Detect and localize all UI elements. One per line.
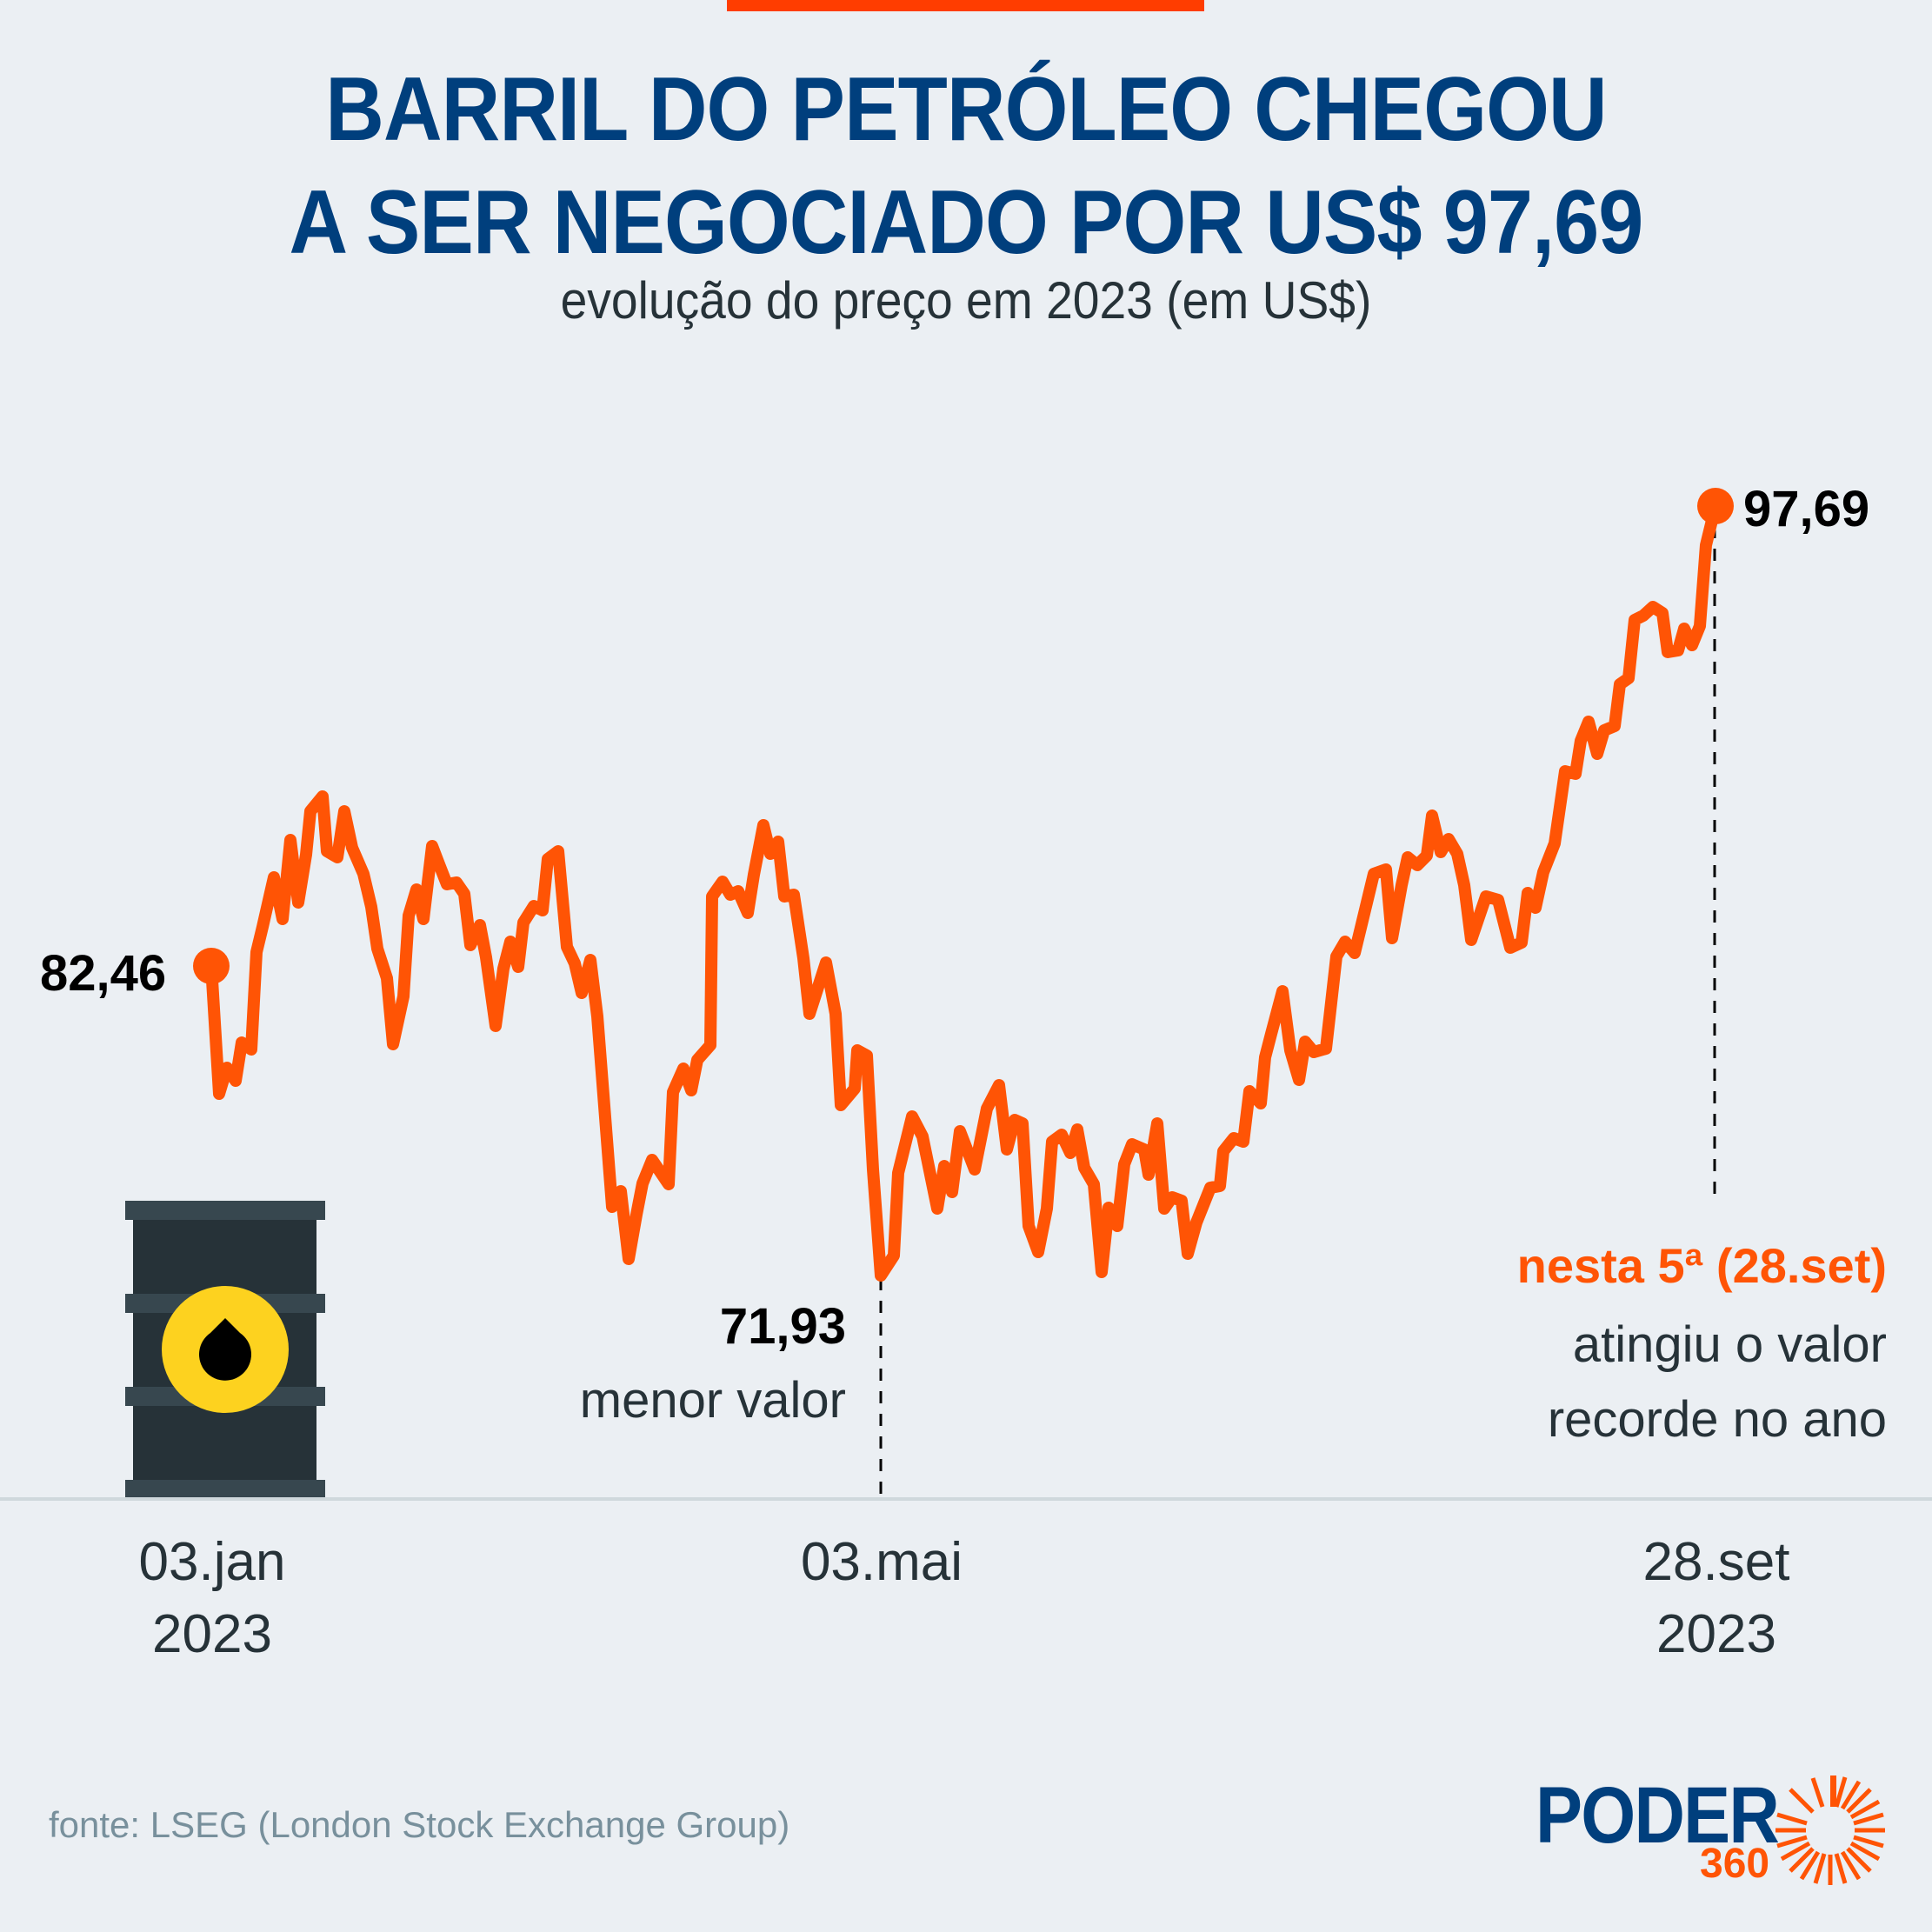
oil-barrel-icon (125, 1201, 325, 1497)
end-value-label: 97,69 (1743, 481, 1870, 537)
record-caption-line-1: atingiu o valor (1572, 1316, 1887, 1373)
page-title-line-1: BARRIL DO PETRÓLEO CHEGOU (325, 59, 1607, 160)
record-caption-line-2: recorde no ano (1547, 1391, 1887, 1448)
x-tick-start-date: 03.jan (138, 1532, 286, 1592)
poder360-logo-word: PODER (1536, 1771, 1780, 1860)
record-date-note: nesta 5ª (28.set) (1516, 1238, 1887, 1293)
min-value-label: 71,93 (719, 1298, 846, 1355)
chart-subtitle: evolução do preço em 2023 (em US$) (560, 271, 1372, 330)
end-point-marker (1697, 488, 1734, 524)
oil-drop-icon (199, 1318, 251, 1381)
sunburst-logo-icon (1775, 1775, 1885, 1885)
accent-bar (727, 0, 1204, 11)
page-title-line-2: A SER NEGOCIADO POR US$ 97,69 (289, 172, 1644, 273)
min-value-caption: menor valor (579, 1372, 846, 1429)
x-tick-end-date: 28.set (1642, 1532, 1790, 1592)
start-point-marker (193, 948, 230, 984)
price-line (205, 500, 1722, 1282)
x-tick-start-year: 2023 (152, 1604, 272, 1664)
x-tick-mid-date: 03.mai (800, 1532, 963, 1592)
start-value-label: 82,46 (40, 945, 167, 1002)
x-tick-end-year: 2023 (1656, 1604, 1776, 1664)
source-note: fonte: LSEG (London Stock Exchange Group… (49, 1804, 790, 1845)
poder360-logo-number: 360 (1700, 1841, 1770, 1887)
